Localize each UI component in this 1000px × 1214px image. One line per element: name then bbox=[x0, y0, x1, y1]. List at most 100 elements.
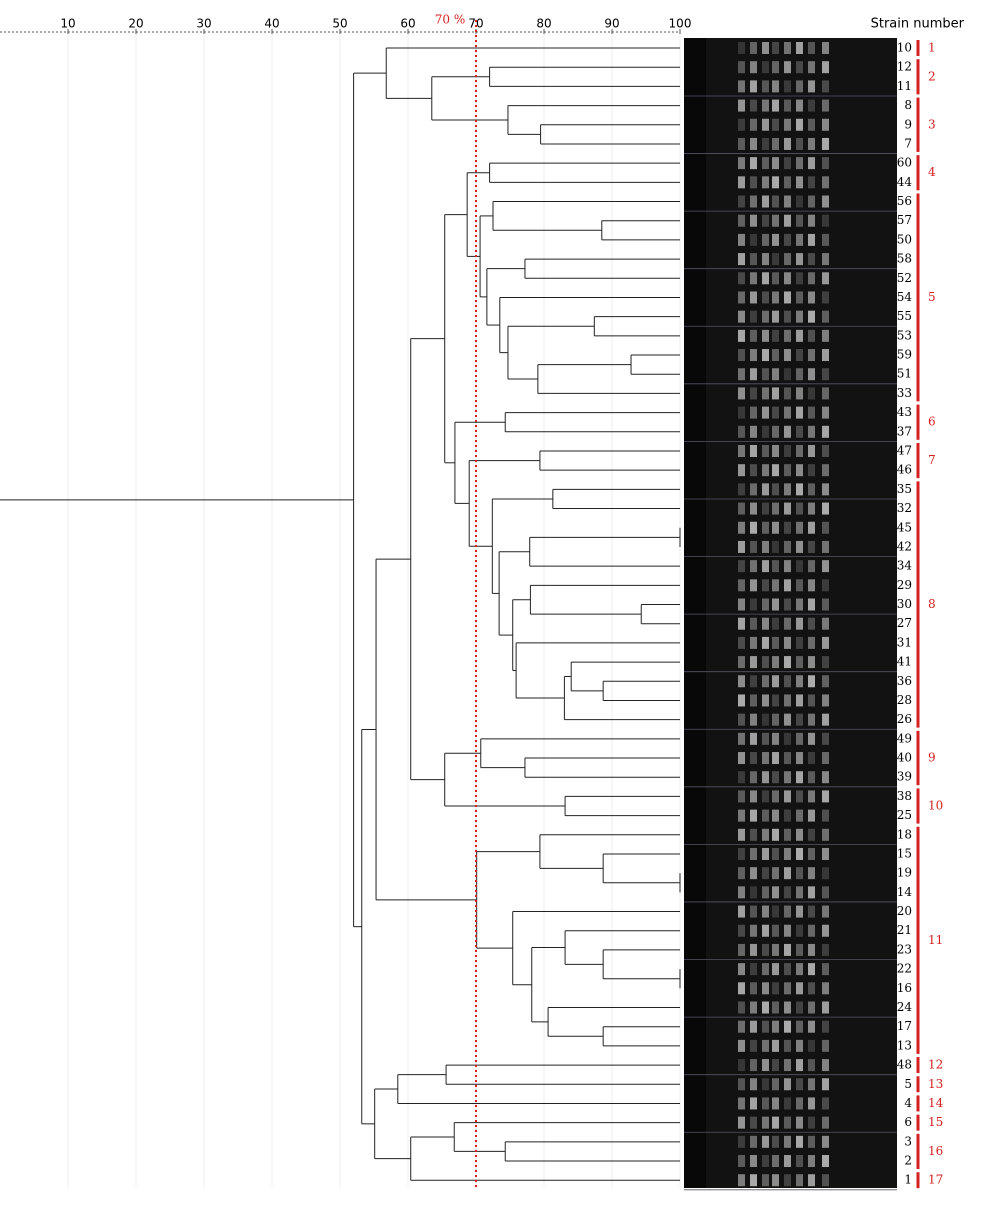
strain-label: 54 bbox=[897, 290, 913, 304]
gel-band bbox=[762, 752, 769, 765]
gel-band bbox=[772, 790, 779, 803]
gel-band bbox=[738, 790, 745, 803]
gel-band bbox=[822, 349, 829, 362]
gel-band bbox=[750, 483, 757, 496]
gel-band bbox=[738, 253, 745, 266]
strain-label: 30 bbox=[897, 597, 912, 611]
gel-band bbox=[784, 598, 791, 611]
gel-band bbox=[738, 137, 745, 150]
x-tick-label: 40 bbox=[264, 17, 279, 31]
strain-label: 18 bbox=[897, 827, 912, 841]
gel-band bbox=[762, 195, 769, 208]
gel-band bbox=[808, 540, 815, 553]
gel-band bbox=[738, 444, 745, 457]
gel-band bbox=[784, 176, 791, 189]
gel-band bbox=[808, 1135, 815, 1148]
gel-band bbox=[822, 886, 829, 899]
gel-band bbox=[822, 1135, 829, 1148]
gel-band bbox=[738, 560, 745, 573]
gel-band bbox=[750, 924, 757, 937]
gel-band bbox=[796, 99, 803, 112]
gel-band bbox=[750, 137, 757, 150]
gel-band bbox=[796, 195, 803, 208]
gel-band bbox=[762, 847, 769, 860]
group-label: 17 bbox=[928, 1173, 943, 1187]
gel-band bbox=[762, 1155, 769, 1168]
gel-band bbox=[750, 1078, 757, 1091]
gel-band bbox=[750, 176, 757, 189]
gel-band bbox=[784, 214, 791, 227]
gel-band bbox=[772, 1135, 779, 1148]
gel-band bbox=[772, 1001, 779, 1014]
gel-band bbox=[762, 425, 769, 438]
gel-band bbox=[750, 617, 757, 630]
strain-label: 51 bbox=[897, 367, 912, 381]
gel-band bbox=[762, 253, 769, 266]
gel-band bbox=[808, 636, 815, 649]
gel-band bbox=[750, 195, 757, 208]
gel-band bbox=[796, 349, 803, 362]
gel-band bbox=[738, 675, 745, 688]
gel-band bbox=[784, 272, 791, 285]
gel-band bbox=[750, 42, 757, 54]
strain-label: 16 bbox=[897, 981, 912, 995]
gel-band bbox=[822, 1078, 829, 1091]
gel-band bbox=[808, 732, 815, 745]
gel-band bbox=[784, 1135, 791, 1148]
gel-band bbox=[772, 368, 779, 381]
gel-band bbox=[750, 656, 757, 669]
gel-band bbox=[750, 80, 757, 93]
gel-band bbox=[750, 1059, 757, 1072]
gel-band bbox=[784, 790, 791, 803]
gel-band bbox=[796, 1001, 803, 1014]
gel-band bbox=[772, 867, 779, 880]
gel-band bbox=[796, 1059, 803, 1072]
gel-band bbox=[796, 636, 803, 649]
gel-band bbox=[796, 42, 803, 54]
gel-band bbox=[796, 560, 803, 573]
strain-label: 43 bbox=[897, 405, 912, 419]
gel-band bbox=[762, 771, 769, 784]
gel-band bbox=[808, 982, 815, 995]
strain-label: 22 bbox=[897, 962, 912, 976]
gel-band bbox=[822, 828, 829, 841]
gel-lane-edge bbox=[684, 38, 706, 1188]
gel-band bbox=[750, 598, 757, 611]
gel-band bbox=[750, 233, 757, 246]
gel-band bbox=[738, 214, 745, 227]
gel-band bbox=[822, 42, 829, 54]
group-label: 11 bbox=[928, 933, 943, 947]
gel-band bbox=[784, 42, 791, 54]
strain-label: 5 bbox=[904, 1077, 912, 1091]
group-label: 8 bbox=[928, 597, 936, 611]
gel-band bbox=[796, 905, 803, 918]
gel-band bbox=[750, 1174, 757, 1187]
gel-band bbox=[738, 80, 745, 93]
gel-band bbox=[822, 214, 829, 227]
strain-label: 24 bbox=[897, 1000, 913, 1014]
gel-band bbox=[796, 1155, 803, 1168]
gel-band bbox=[784, 560, 791, 573]
gel-band bbox=[796, 579, 803, 592]
gel-band bbox=[762, 464, 769, 477]
gel-band bbox=[796, 828, 803, 841]
gel-band bbox=[808, 291, 815, 304]
gel-band bbox=[762, 828, 769, 841]
gel-band bbox=[750, 1135, 757, 1148]
gel-band bbox=[750, 272, 757, 285]
strain-label: 10 bbox=[897, 41, 912, 55]
gel-band bbox=[738, 157, 745, 170]
gel-band bbox=[784, 752, 791, 765]
gel-band bbox=[808, 1020, 815, 1033]
gel-band bbox=[762, 809, 769, 822]
gel-band bbox=[750, 444, 757, 457]
strain-label: 36 bbox=[897, 674, 912, 688]
gel-band bbox=[796, 80, 803, 93]
gel-band bbox=[762, 579, 769, 592]
group-label: 3 bbox=[928, 117, 936, 131]
gel-band bbox=[772, 943, 779, 956]
gel-band bbox=[772, 963, 779, 976]
gel-band bbox=[822, 924, 829, 937]
gel-band bbox=[784, 502, 791, 515]
gel-band bbox=[796, 214, 803, 227]
